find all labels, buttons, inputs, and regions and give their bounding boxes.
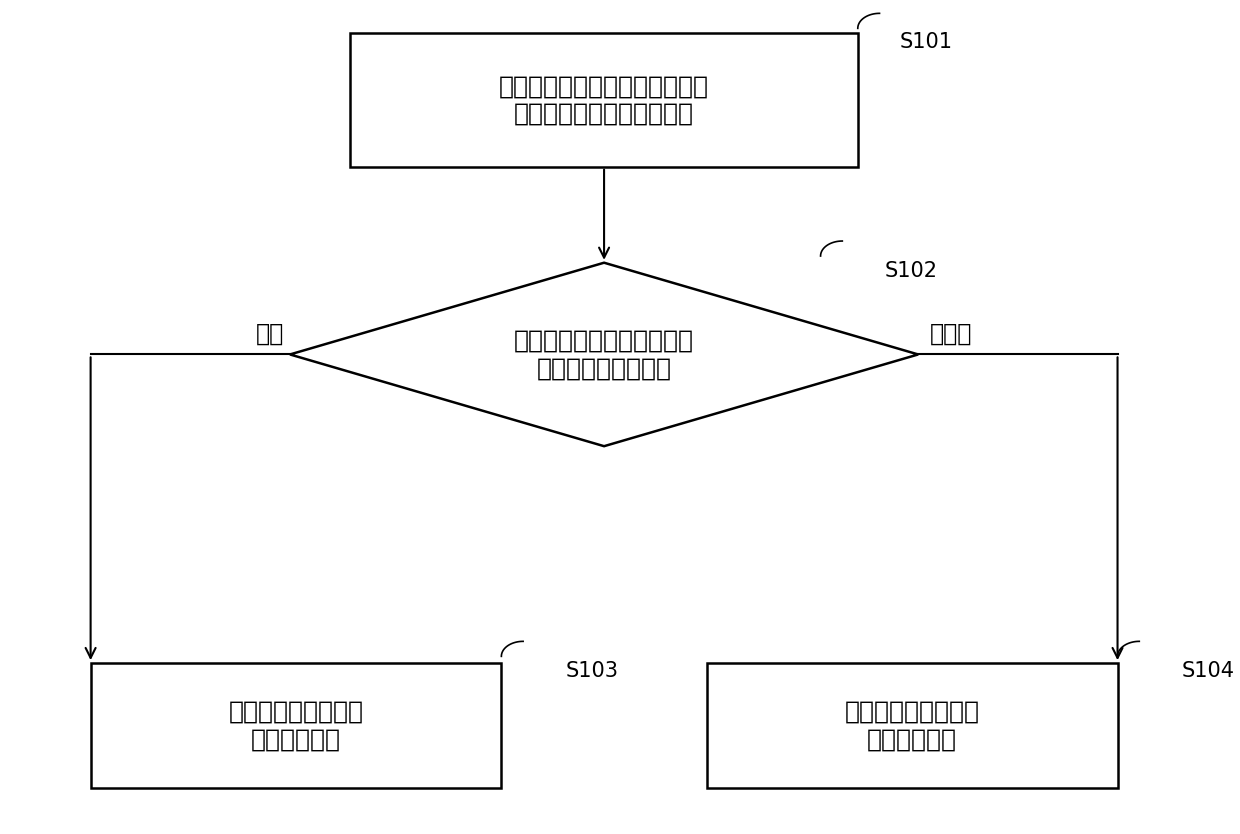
Text: 切断太阳能组件与外
接设备的连接: 切断太阳能组件与外 接设备的连接 <box>228 700 363 751</box>
Text: 采集太阳能组件所在环境，反映
环境安全度的环境特征信号: 采集太阳能组件所在环境，反映 环境安全度的环境特征信号 <box>498 74 709 126</box>
FancyBboxPatch shape <box>351 33 858 167</box>
FancyBboxPatch shape <box>91 663 501 788</box>
Text: 保持太阳能组件与外
接设备的连接: 保持太阳能组件与外 接设备的连接 <box>844 700 980 751</box>
Text: 不匹配: 不匹配 <box>930 322 972 345</box>
Polygon shape <box>290 263 918 446</box>
Text: S104: S104 <box>1182 661 1235 681</box>
FancyBboxPatch shape <box>707 663 1117 788</box>
Text: S103: S103 <box>565 661 619 681</box>
Text: 判断环境特征信号是否与预
配置的触发信号匹配: 判断环境特征信号是否与预 配置的触发信号匹配 <box>515 329 694 380</box>
Text: S101: S101 <box>900 32 954 52</box>
Text: S102: S102 <box>884 261 937 281</box>
Text: 匹配: 匹配 <box>255 322 284 345</box>
